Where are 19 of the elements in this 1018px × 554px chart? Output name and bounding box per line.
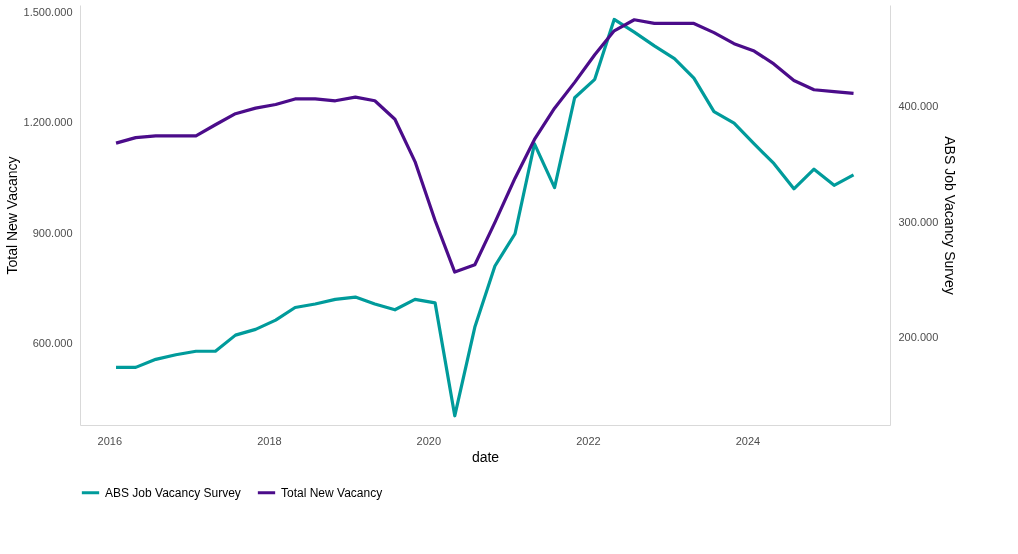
y2-tick-label: 200.000 xyxy=(898,330,939,343)
legend-label: ABS Job Vacancy Survey xyxy=(105,485,241,500)
y2-axis-title: ABS Job Vacancy Survey xyxy=(942,136,959,295)
y-tick-label: 1.500.000 xyxy=(23,5,73,18)
y2-tick-label: 400.000 xyxy=(898,100,939,113)
line-series xyxy=(114,18,856,274)
x-axis-title: date xyxy=(471,448,500,465)
y-tick-label: 1.200.000 xyxy=(23,116,73,129)
y-tick-label: 900.000 xyxy=(32,226,73,239)
x-tick-label: 2016 xyxy=(97,434,123,447)
x-tick-label: 2024 xyxy=(735,434,761,447)
y-tick-label: 600.000 xyxy=(32,337,73,350)
legend-label: Total New Vacancy xyxy=(281,485,383,500)
x-tick-label: 2018 xyxy=(257,434,282,447)
y-axis-title: Total New Vacancy xyxy=(3,156,20,275)
x-tick-label: 2020 xyxy=(416,434,442,447)
x-tick-label: 2022 xyxy=(576,434,601,447)
y2-tick-label: 300.000 xyxy=(898,215,939,228)
line-series xyxy=(114,17,856,418)
